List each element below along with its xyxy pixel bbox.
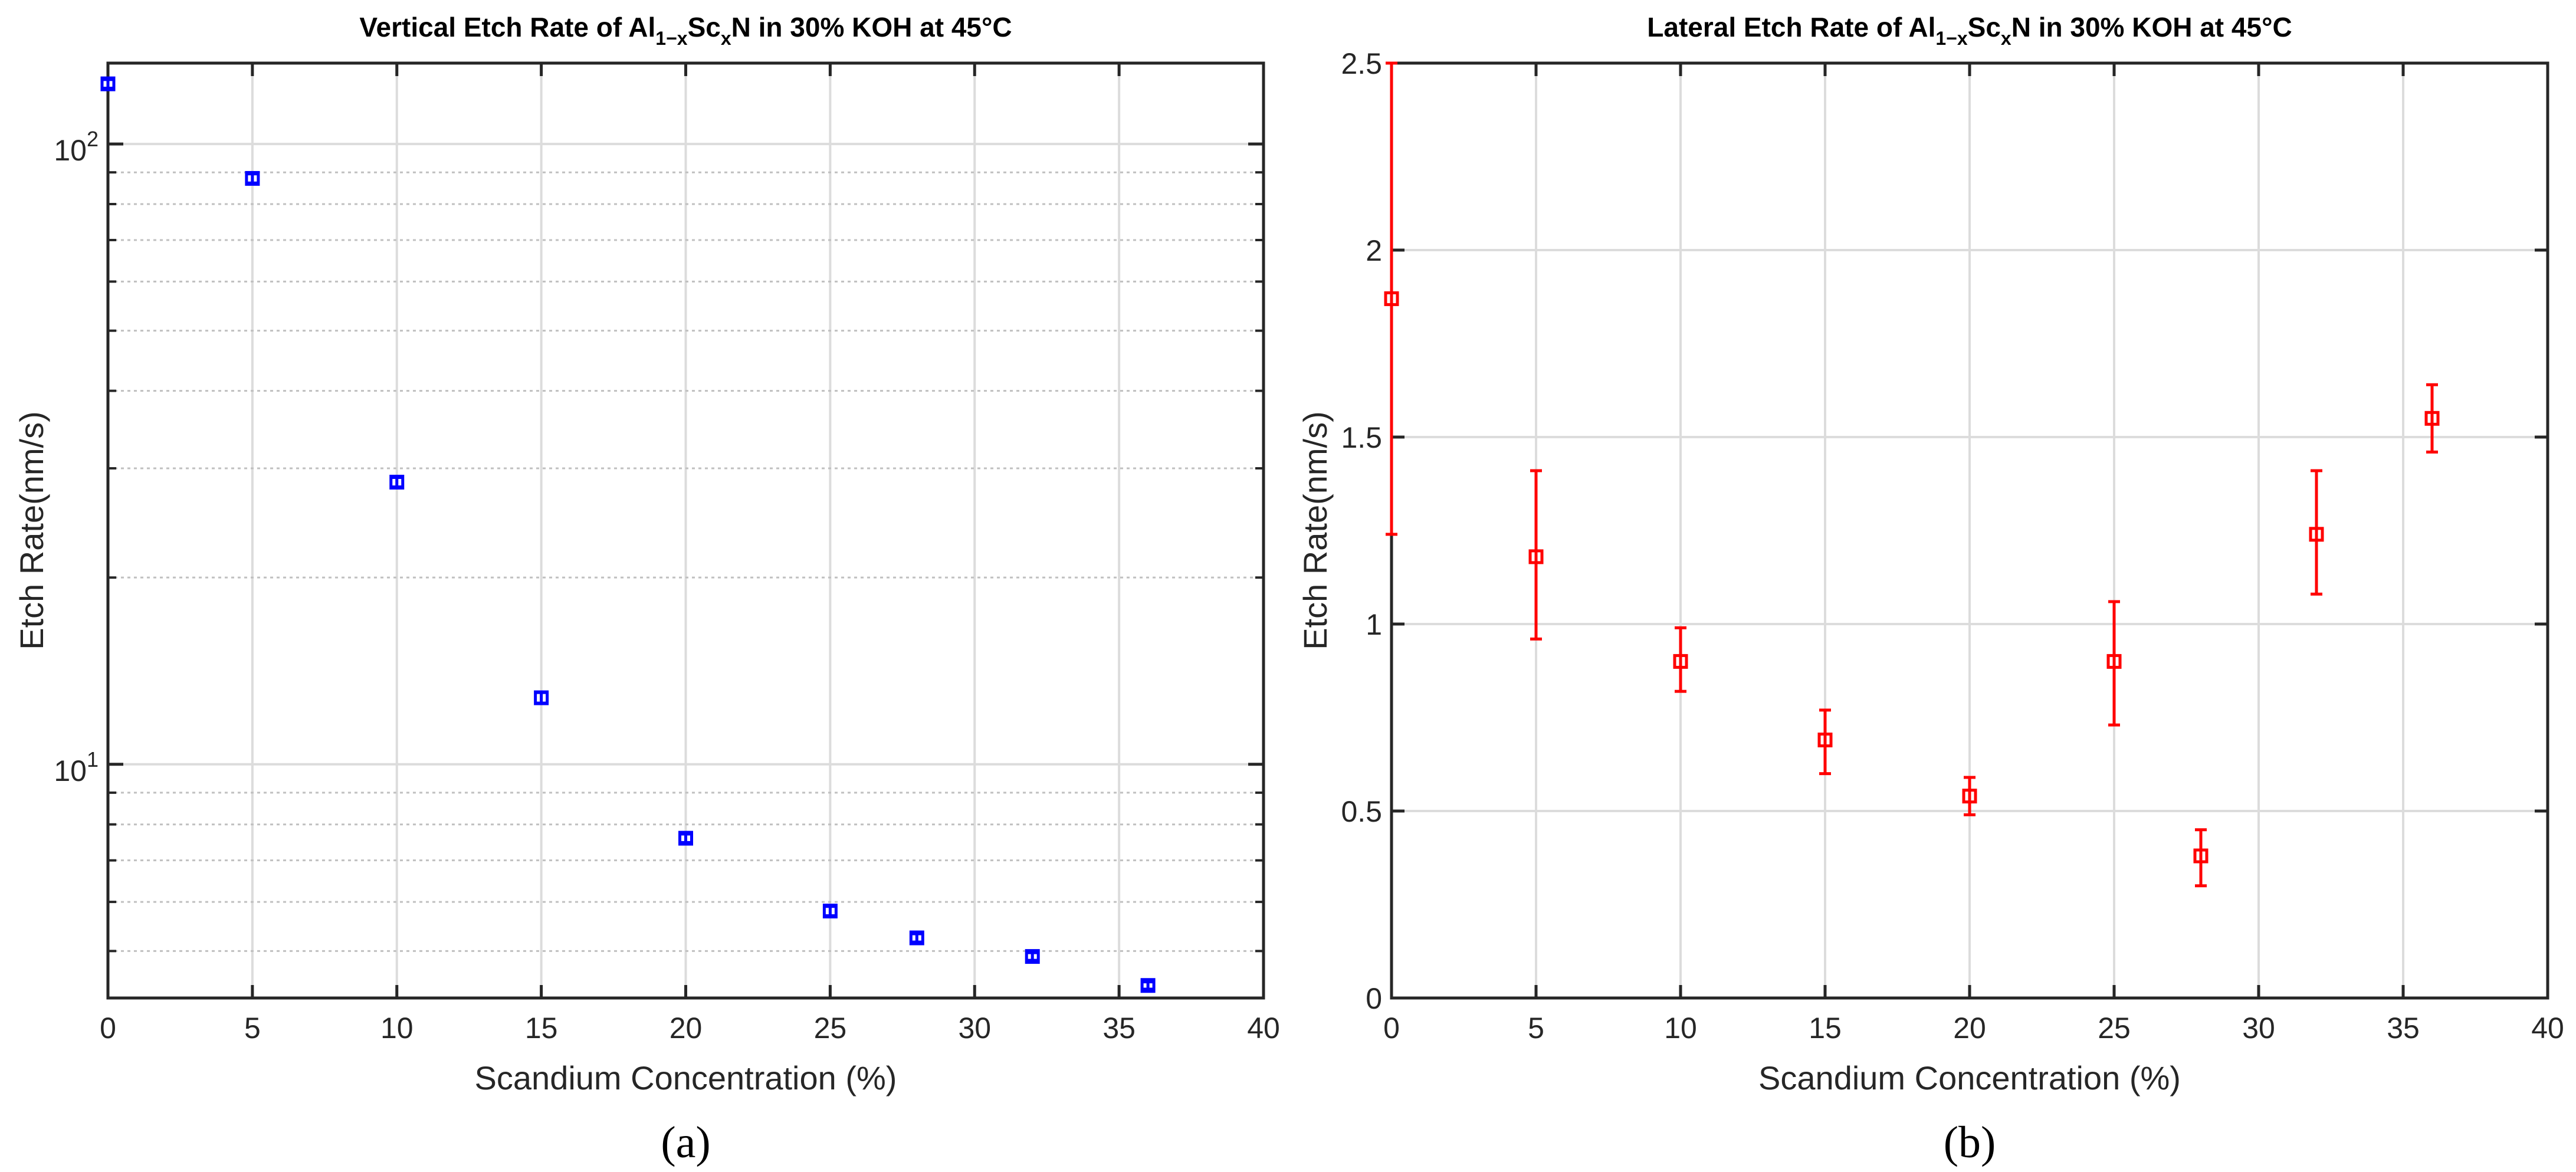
data-point	[822, 904, 838, 919]
y-tick-label: 0.5	[1341, 795, 1382, 828]
y-tick-label-base: 10	[54, 134, 87, 167]
data-point	[100, 76, 116, 91]
data-point	[1817, 708, 1833, 776]
y-tick-label: 1.5	[1341, 421, 1382, 454]
y-tick-label: 102	[54, 127, 99, 167]
chart-title: Vertical Etch Rate of Al1−xScxN in 30% K…	[359, 12, 1012, 49]
x-axis-label: Scandium Concentration (%)	[475, 1059, 897, 1097]
y-tick-label: 101	[54, 747, 99, 787]
y-tick-label: 2.5	[1341, 47, 1382, 80]
x-tick-label: 35	[1102, 1012, 1136, 1045]
chart-title-prefix: Lateral Etch Rate of Al	[1647, 12, 1935, 42]
data-point	[2309, 469, 2324, 596]
square-marker	[100, 76, 116, 91]
data-point	[245, 170, 260, 186]
panel-caption: (a)	[661, 1118, 710, 1167]
chart-title-mid: Sc	[688, 12, 721, 42]
data-point	[2106, 600, 2122, 727]
x-tick-label: 20	[670, 1012, 703, 1045]
chart-title-suffix: N in 30% KOH at 45°C	[731, 12, 1012, 42]
data-point	[2424, 383, 2440, 454]
square-marker	[1384, 291, 1399, 306]
chart-title: Lateral Etch Rate of Al1−xScxN in 30% KO…	[1647, 12, 2292, 49]
x-tick-label: 5	[1528, 1012, 1544, 1045]
x-tick-label: 0	[100, 1012, 116, 1045]
y-tick-label: 2	[1366, 234, 1382, 267]
chart-title-suffix: N in 30% KOH at 45°C	[2011, 12, 2292, 42]
data-point	[1962, 776, 1977, 816]
data-point	[389, 474, 405, 490]
square-marker	[1673, 654, 1688, 669]
data-point	[909, 930, 924, 946]
x-tick-label: 25	[2098, 1012, 2131, 1045]
y-tick-label: 1	[1366, 608, 1382, 641]
panel-caption: (b)	[1944, 1118, 1996, 1167]
square-marker	[822, 904, 838, 919]
data-point	[2193, 828, 2209, 888]
square-marker	[2106, 654, 2122, 669]
square-marker	[909, 930, 924, 946]
x-tick-label: 5	[244, 1012, 261, 1045]
data-point	[1025, 949, 1040, 964]
square-marker	[1025, 949, 1040, 964]
x-tick-label: 20	[1953, 1012, 1986, 1045]
y-axis-label: Etch Rate(nm/s)	[13, 411, 50, 650]
data-point	[534, 690, 549, 705]
chart-title-mid: Sc	[1968, 12, 2001, 42]
x-axis-label: Scandium Concentration (%)	[1758, 1059, 2181, 1097]
chart-title-prefix: Vertical Etch Rate of Al	[359, 12, 655, 42]
chart-lateral-etch-rate: 0 5 10 15 20 25 30 35 40 0 0.5 1 1.5 2 2.5 Lateral Etch…	[1297, 12, 2564, 1167]
chart-title-sub1: 1−x	[655, 28, 687, 49]
chart-title-sub2: x	[2001, 28, 2011, 49]
y-axis-label: Etch Rate(nm/s)	[1297, 411, 1334, 650]
x-tick-label: 15	[525, 1012, 558, 1045]
y-tick-label-base: 10	[54, 754, 87, 787]
x-tick-label: 10	[380, 1012, 414, 1045]
data-point	[678, 830, 693, 846]
x-tick-label: 40	[2531, 1012, 2564, 1045]
x-tick-label: 40	[1247, 1012, 1280, 1045]
square-marker	[1817, 733, 1833, 748]
x-tick-label: 30	[958, 1012, 991, 1045]
chart-title-sub2: x	[721, 28, 731, 49]
x-tick-label: 15	[1809, 1012, 1842, 1045]
square-marker	[2424, 411, 2440, 426]
chart-title-sub1: 1−x	[1935, 28, 1967, 49]
square-marker	[1528, 549, 1544, 564]
x-tick-label: 10	[1664, 1012, 1697, 1045]
square-marker	[2309, 527, 2324, 542]
x-tick-label: 35	[2387, 1012, 2420, 1045]
y-tick-label-exponent: 1	[87, 747, 99, 772]
x-tick-label: 0	[1383, 1012, 1400, 1045]
square-marker	[678, 830, 693, 846]
data-point	[1673, 626, 1688, 693]
square-marker	[1140, 978, 1156, 993]
square-marker	[1962, 789, 1977, 804]
data-point	[1384, 61, 1399, 536]
y-tick-label: 0	[1366, 982, 1382, 1015]
y-tick-label-exponent: 2	[87, 127, 99, 151]
x-tick-label: 30	[2242, 1012, 2275, 1045]
square-marker	[389, 474, 405, 490]
data-point	[1140, 978, 1156, 993]
x-tick-label: 25	[814, 1012, 847, 1045]
square-marker	[245, 170, 260, 186]
data-point	[1528, 469, 1544, 641]
square-marker	[2193, 848, 2209, 864]
square-marker	[534, 690, 549, 705]
